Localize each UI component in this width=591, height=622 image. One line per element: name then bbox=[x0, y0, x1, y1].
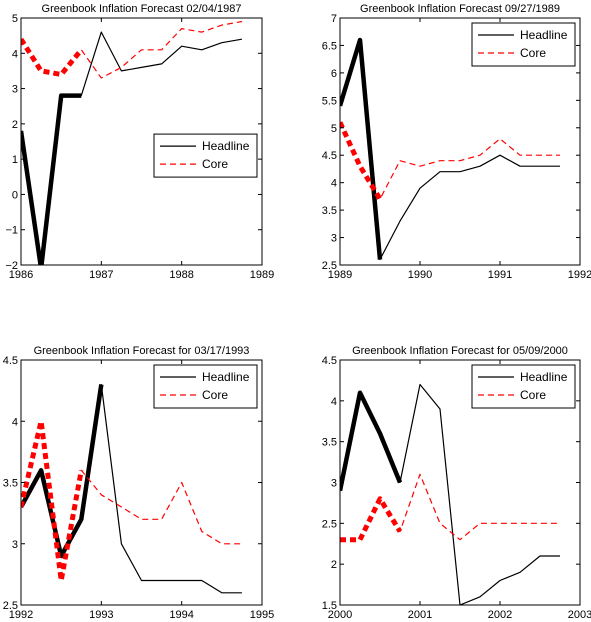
x-tick-label: 1988 bbox=[169, 269, 193, 281]
legend-label-headline: Headline bbox=[202, 370, 250, 384]
x-tick-label: 1986 bbox=[9, 269, 33, 281]
x-tick-label: 2003 bbox=[568, 609, 591, 621]
chart-title: Greenbook Inflation Forecast for 03/17/1… bbox=[34, 345, 250, 357]
y-tick-label: 5.5 bbox=[322, 95, 337, 107]
legend-label-headline: Headline bbox=[202, 139, 250, 153]
legend-label-core: Core bbox=[202, 388, 228, 402]
y-tick-label: −2 bbox=[5, 260, 18, 272]
chart-title: Greenbook Inflation Forecast for 05/09/2… bbox=[352, 345, 568, 357]
legend-label-headline: Headline bbox=[520, 370, 568, 384]
headline-realized-segment bbox=[21, 93, 82, 265]
y-tick-label: 2.5 bbox=[322, 518, 337, 530]
x-tick-label: 1989 bbox=[328, 269, 352, 281]
legend-box bbox=[471, 364, 576, 409]
y-tick-label: 4 bbox=[331, 396, 337, 408]
legend: Headline Core bbox=[153, 133, 258, 178]
legend-label-core: Core bbox=[202, 157, 228, 171]
headline-realized-segment bbox=[340, 37, 383, 260]
y-tick-label: 3 bbox=[12, 539, 18, 551]
headline-line bbox=[21, 383, 242, 594]
x-tick-label: 2001 bbox=[408, 609, 432, 621]
x-tick-label: 1992 bbox=[9, 609, 33, 621]
x-tick-label: 1993 bbox=[89, 609, 113, 621]
y-tick-label: 6.5 bbox=[322, 40, 337, 52]
panel-1989-forecast: Greenbook Inflation Forecast 09/27/1989 1… bbox=[322, 3, 591, 281]
y-tick-label: 2.5 bbox=[322, 260, 337, 272]
y-tick-label: 2 bbox=[12, 119, 18, 131]
x-tick-label: 1991 bbox=[488, 269, 512, 281]
y-tick-label: 3 bbox=[331, 233, 337, 245]
y-tick-label: 5 bbox=[12, 13, 18, 25]
series-group bbox=[340, 383, 560, 605]
legend-label-headline: Headline bbox=[520, 28, 568, 42]
y-tick-label: 3.5 bbox=[3, 478, 18, 490]
legend-box bbox=[471, 22, 576, 67]
x-tick-label: 1990 bbox=[408, 269, 432, 281]
y-tick-label: 6 bbox=[331, 68, 337, 80]
legend: Headline Core bbox=[471, 22, 576, 67]
legend-box bbox=[153, 133, 258, 178]
legend-label-core: Core bbox=[520, 388, 546, 402]
x-tick-label: 2002 bbox=[488, 609, 512, 621]
legend: Headline Core bbox=[471, 364, 576, 409]
x-tick-label: 1994 bbox=[169, 609, 193, 621]
chart-title: Greenbook Inflation Forecast 02/04/1987 bbox=[42, 3, 242, 15]
x-tick-label: 1995 bbox=[250, 609, 274, 621]
x-tick-label: 1987 bbox=[89, 269, 113, 281]
core-realized-segment bbox=[21, 418, 84, 583]
y-tick-label: 4 bbox=[331, 178, 337, 190]
y-tick-label: 4 bbox=[12, 416, 18, 428]
headline-realized-segment bbox=[21, 384, 104, 559]
x-tick-label: 1992 bbox=[568, 269, 591, 281]
chart-title: Greenbook Inflation Forecast 09/27/1989 bbox=[360, 3, 560, 15]
panel-2000-forecast: Greenbook Inflation Forecast for 05/09/2… bbox=[322, 345, 591, 621]
panel-1993-forecast: Greenbook Inflation Forecast for 03/17/1… bbox=[3, 345, 275, 621]
y-tick-label: 3.5 bbox=[322, 437, 337, 449]
x-tick-label: 2000 bbox=[328, 609, 352, 621]
y-tick-label: 7 bbox=[331, 13, 337, 25]
y-tick-label: 3 bbox=[331, 478, 337, 490]
core-line bbox=[340, 473, 560, 541]
series-group bbox=[21, 20, 243, 265]
x-tick-label: 1989 bbox=[250, 269, 274, 281]
y-tick-label: 2 bbox=[331, 559, 337, 571]
y-tick-label: −1 bbox=[5, 225, 18, 237]
y-tick-label: 4 bbox=[12, 48, 18, 60]
legend-box bbox=[153, 364, 258, 409]
plot-area-frame bbox=[20, 17, 263, 266]
panel-1987-forecast: Greenbook Inflation Forecast 02/04/1987 1… bbox=[5, 3, 274, 281]
legend-label-core: Core bbox=[520, 46, 546, 60]
core-realized-segment bbox=[21, 37, 84, 77]
series-group bbox=[340, 37, 560, 261]
y-tick-label: 4.5 bbox=[322, 355, 337, 367]
core-realized-segment bbox=[340, 496, 403, 543]
headline-realized-segment bbox=[340, 390, 403, 492]
y-tick-label: 4.5 bbox=[3, 355, 18, 367]
plot-area-frame bbox=[339, 17, 581, 266]
legend: Headline Core bbox=[153, 364, 258, 409]
core-line bbox=[21, 420, 242, 582]
y-tick-label: 0 bbox=[12, 189, 18, 201]
y-tick-label: 2.5 bbox=[3, 600, 18, 612]
series-group bbox=[21, 383, 242, 594]
headline-line bbox=[340, 39, 560, 261]
y-tick-label: 3 bbox=[12, 84, 18, 96]
y-tick-label: 4.5 bbox=[322, 150, 337, 162]
y-tick-label: 5 bbox=[331, 123, 337, 135]
y-tick-label: 3.5 bbox=[322, 205, 337, 217]
y-tick-label: 1 bbox=[12, 154, 18, 166]
core-realized-segment bbox=[340, 121, 383, 201]
y-tick-label: 1.5 bbox=[322, 600, 337, 612]
